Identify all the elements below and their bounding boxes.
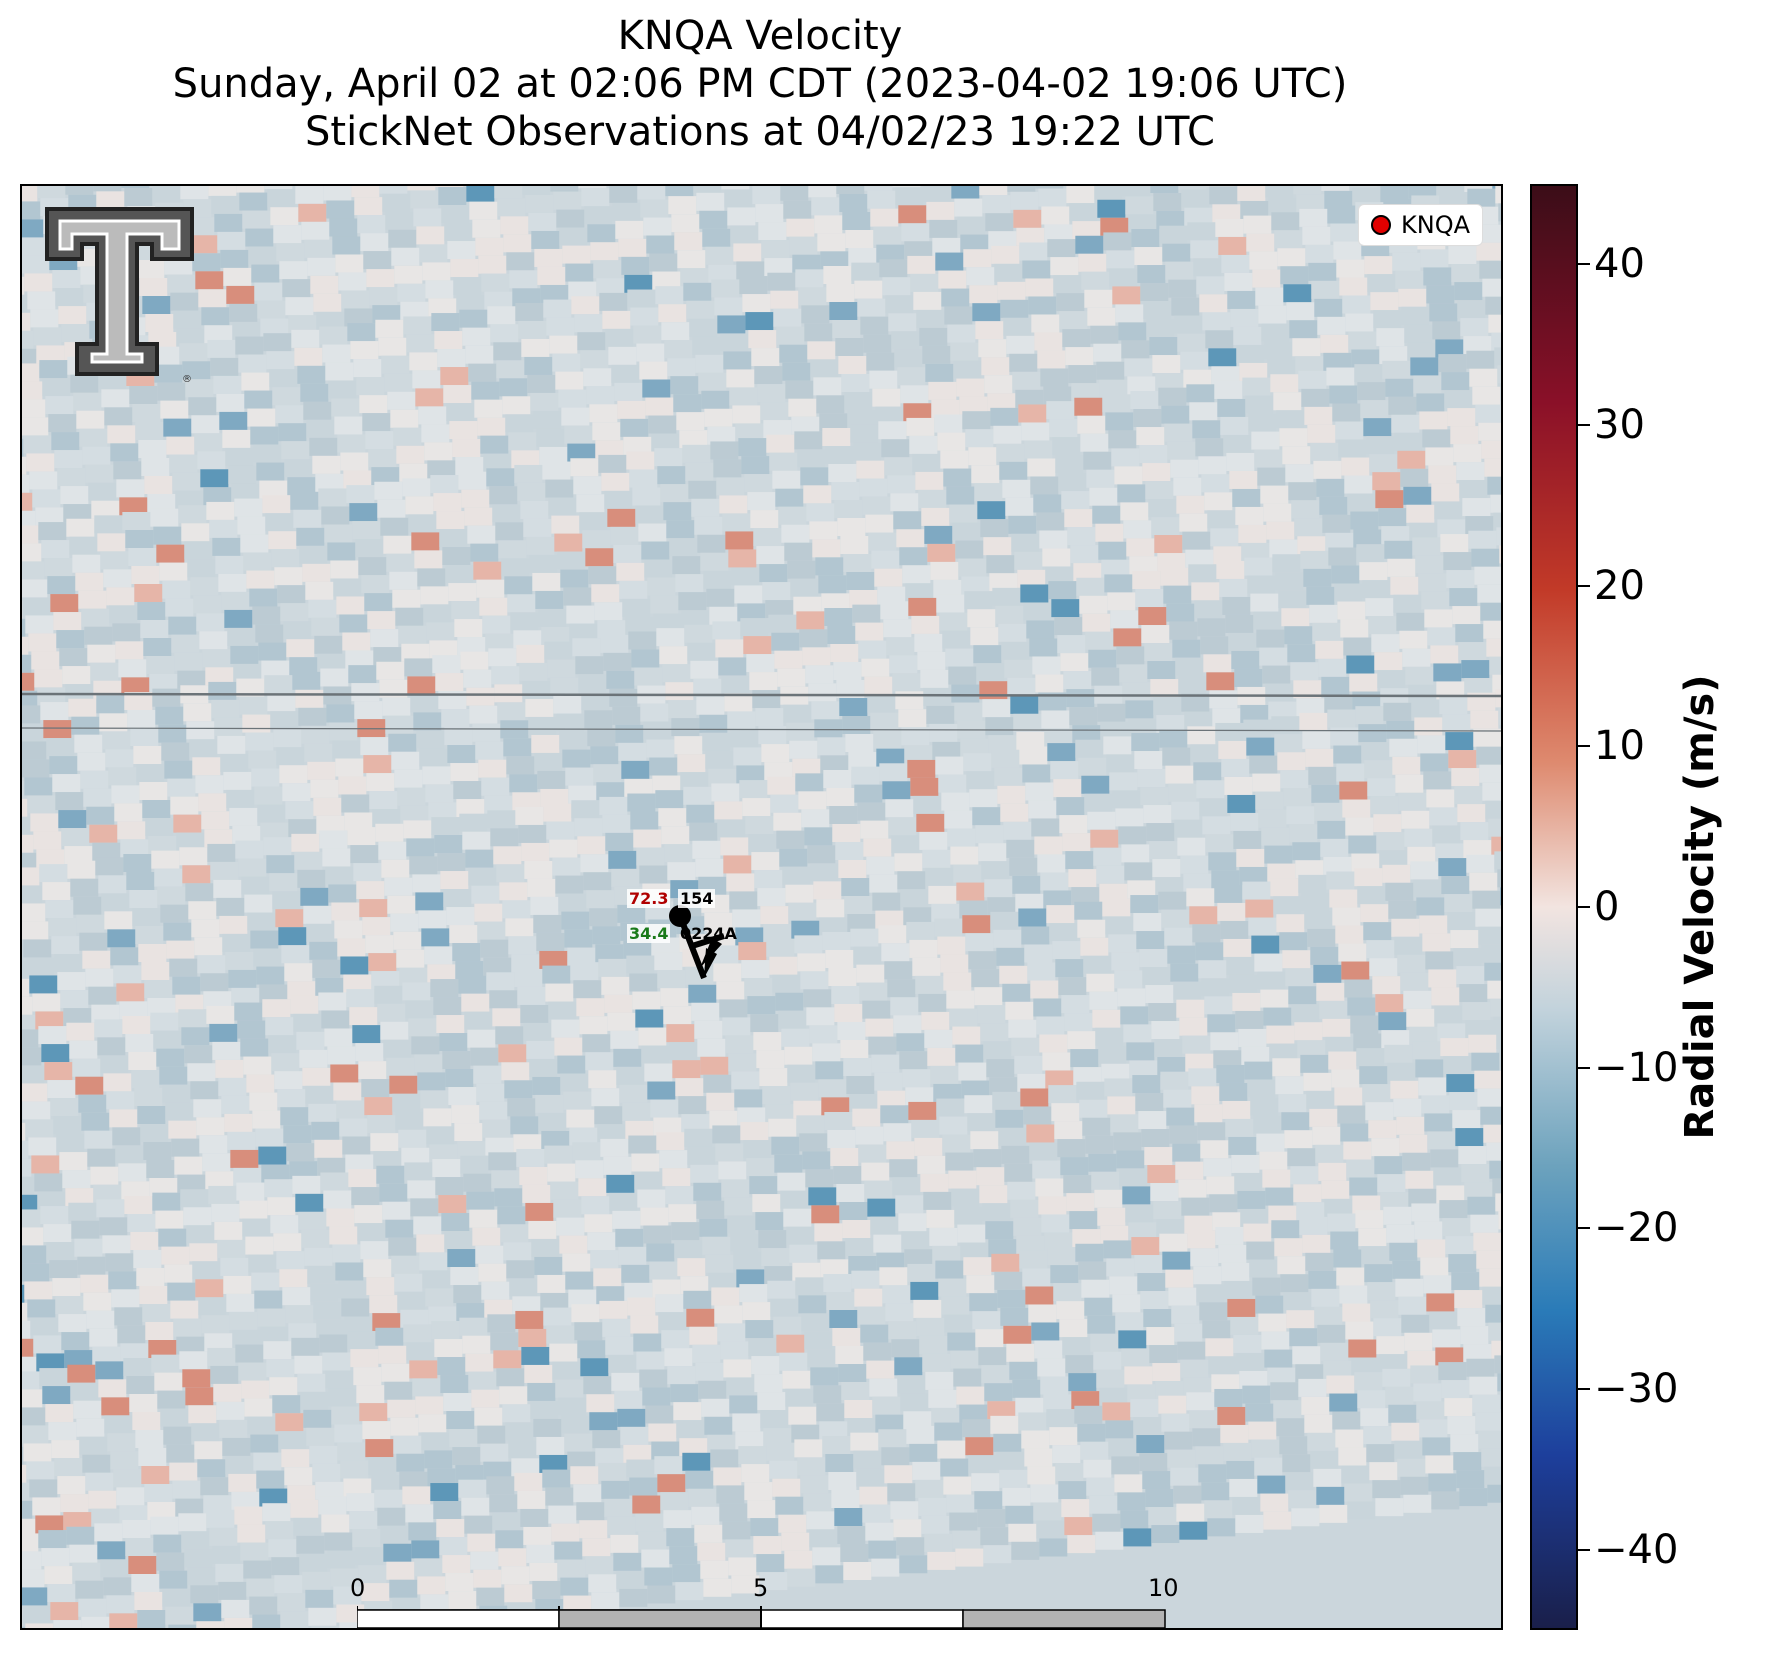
boundary-line-upper <box>22 692 1501 698</box>
colorbar-tick-label: 20 <box>1594 562 1645 609</box>
station-pressure: 154 <box>678 889 716 908</box>
station-temperature: 72.3 <box>627 889 671 908</box>
colorbar-tick <box>1578 424 1590 426</box>
legend-label: KNQA <box>1401 211 1470 239</box>
colorbar-tick-label: 0 <box>1594 884 1620 930</box>
scale-tick-10: 10 <box>1148 1574 1179 1602</box>
colorbar-tick <box>1578 1227 1590 1230</box>
colorbar-tick <box>1578 1388 1590 1390</box>
station-dewpoint: 34.4 <box>627 924 671 943</box>
station-id: 0224A <box>680 924 737 943</box>
colorbar-label: Radial Velocity (m/s) <box>1677 674 1723 1140</box>
colorbar-tick-label: 30 <box>1594 402 1645 448</box>
texas-tech-logo-icon: ® <box>45 207 194 384</box>
colorbar-tick <box>1578 745 1590 748</box>
velocity-field <box>22 186 1501 1628</box>
colorbar-tick <box>1578 584 1590 587</box>
colorbar-tick <box>1578 263 1590 266</box>
colorbar-tick-label: −30 <box>1594 1366 1679 1412</box>
colorbar-tick-label: 10 <box>1594 723 1645 770</box>
svg-text:®: ® <box>182 374 192 384</box>
scale-tick-0: 0 <box>350 1574 366 1602</box>
colorbar-tick-label: −20 <box>1594 1205 1679 1252</box>
scale-tick-5: 5 <box>753 1574 769 1602</box>
wind-barb-icon <box>669 905 725 980</box>
colorbar-tick-label: −10 <box>1594 1044 1679 1091</box>
radar-marker-icon <box>1371 215 1391 235</box>
scale-bar-segments <box>357 1606 1166 1628</box>
colorbar-tick <box>1578 1548 1590 1551</box>
legend: KNQA <box>1358 204 1483 246</box>
colorbar <box>1530 184 1578 1630</box>
title-line-1: KNQA Velocity <box>617 13 903 59</box>
colorbar-tick-label: 40 <box>1594 241 1645 288</box>
colorbar-tick-label: −40 <box>1594 1526 1679 1573</box>
boundary-line-lower <box>22 727 1501 732</box>
colorbar-tick <box>1578 1066 1590 1069</box>
radar-map[interactable]: ® KNQA 72.3 154 34.4 0224A 0 5 10 km <box>20 184 1503 1630</box>
title-line-2: Sunday, April 02 at 02:06 PM CDT (2023-0… <box>172 61 1348 107</box>
colorbar-tick <box>1578 906 1590 908</box>
title-line-3: StickNet Observations at 04/02/23 19:22 … <box>305 109 1215 155</box>
